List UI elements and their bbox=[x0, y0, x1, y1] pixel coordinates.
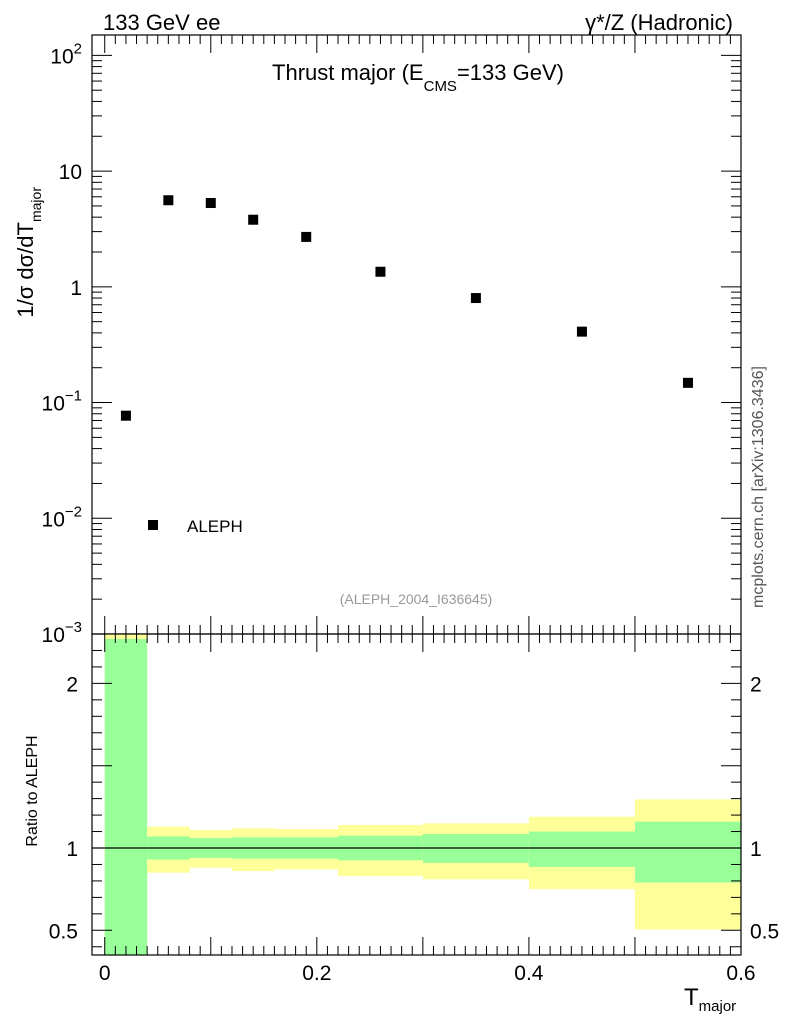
lower-y-ticks: 0.5 0.5 1 1 2 2 bbox=[49, 633, 779, 948]
data-point bbox=[301, 231, 312, 242]
upper-y-tick-label: 10−1 bbox=[42, 388, 82, 416]
chart-title-tail: =133 GeV) bbox=[457, 60, 564, 85]
upper-y-tick-exp: 2 bbox=[74, 40, 82, 57]
chart-title: Thrust major (ECMS=133 GeV) bbox=[272, 60, 564, 95]
chart-title-main: Thrust major (E bbox=[272, 60, 424, 85]
legend-label: ALEPH bbox=[187, 517, 243, 536]
x-tick-label: 0 bbox=[99, 962, 111, 985]
upper-y-tick-label: 1 bbox=[70, 277, 82, 300]
legend-marker bbox=[148, 520, 158, 530]
ratio-bands bbox=[104, 634, 741, 955]
ratio-band-stat bbox=[528, 831, 635, 867]
x-tick-label: 0.2 bbox=[302, 962, 331, 985]
upper-x-ticks bbox=[104, 35, 742, 634]
data-point bbox=[470, 293, 481, 304]
upper-y-tick-base: 10 bbox=[42, 393, 65, 416]
upper-y-tick-label: 102 bbox=[50, 40, 82, 68]
upper-y-axis-label-main: 1/σ dσ/dT bbox=[13, 222, 38, 318]
upper-y-tick-label: 10−2 bbox=[42, 503, 82, 531]
lower-y-tick-label-right: 1 bbox=[750, 838, 762, 861]
data-point bbox=[682, 377, 693, 388]
x-tick-label: 0.6 bbox=[726, 962, 755, 985]
analysis-id: (ALEPH_2004_I636645) bbox=[340, 591, 493, 607]
upper-y-tick-exp: −1 bbox=[65, 388, 82, 405]
x-axis-label-main: T bbox=[684, 984, 699, 1011]
x-axis-label-sub: major bbox=[699, 998, 737, 1015]
lower-y-tick-label-left: 0.5 bbox=[49, 920, 78, 943]
lower-frame bbox=[91, 633, 742, 956]
side-label: mcplots.cern.ch [arXiv:1306.3436] bbox=[750, 366, 767, 608]
data-point bbox=[375, 266, 386, 277]
x-tick-label: 0.4 bbox=[514, 962, 544, 985]
data-point bbox=[248, 214, 259, 225]
x-axis-label: Tmajor bbox=[684, 984, 736, 1015]
data-point bbox=[576, 326, 587, 337]
lower-y-tick-label-left: 2 bbox=[66, 673, 78, 696]
data-point bbox=[163, 195, 174, 206]
lower-y-tick-label-left: 1 bbox=[66, 838, 78, 861]
upper-y-tick-base: 10 bbox=[42, 508, 65, 531]
chart-title-sub: CMS bbox=[424, 78, 457, 95]
header-right: γ*/Z (Hadronic) bbox=[585, 10, 733, 35]
upper-y-tick-base: 10 bbox=[50, 45, 73, 68]
lower-panel: 0.5 0.5 1 1 2 2 0 0.2 0.4 0.6 Ratio to ALEPH Tma… bbox=[24, 633, 779, 1015]
lower-x-ticks: 0 0.2 0.4 0.6 bbox=[99, 634, 756, 985]
upper-y-axis-label: 1/σ dσ/dTmajor bbox=[13, 187, 44, 318]
lower-y-tick-label-right: 2 bbox=[750, 673, 762, 696]
data-point bbox=[205, 198, 216, 209]
upper-frame bbox=[91, 34, 742, 635]
ratio-y-axis-label: Ratio to ALEPH bbox=[24, 735, 41, 846]
legend: ALEPH bbox=[148, 517, 243, 536]
upper-y-tick-label: 10−3 bbox=[42, 619, 82, 647]
ratio-band-stat bbox=[634, 821, 741, 883]
upper-y-axis-label-sub: major bbox=[28, 187, 44, 222]
upper-y-tick-label: 10 bbox=[59, 161, 82, 184]
upper-y-tick-exp: −2 bbox=[65, 503, 82, 520]
upper-marks bbox=[120, 195, 693, 421]
header-left: 133 GeV ee bbox=[103, 10, 220, 35]
data-point bbox=[120, 410, 131, 421]
upper-y-tick-base: 10 bbox=[42, 624, 65, 647]
lower-y-tick-label-right: 0.5 bbox=[750, 920, 779, 943]
upper-y-tick-exp: −3 bbox=[65, 619, 82, 636]
ratio-band-stat bbox=[104, 638, 148, 955]
